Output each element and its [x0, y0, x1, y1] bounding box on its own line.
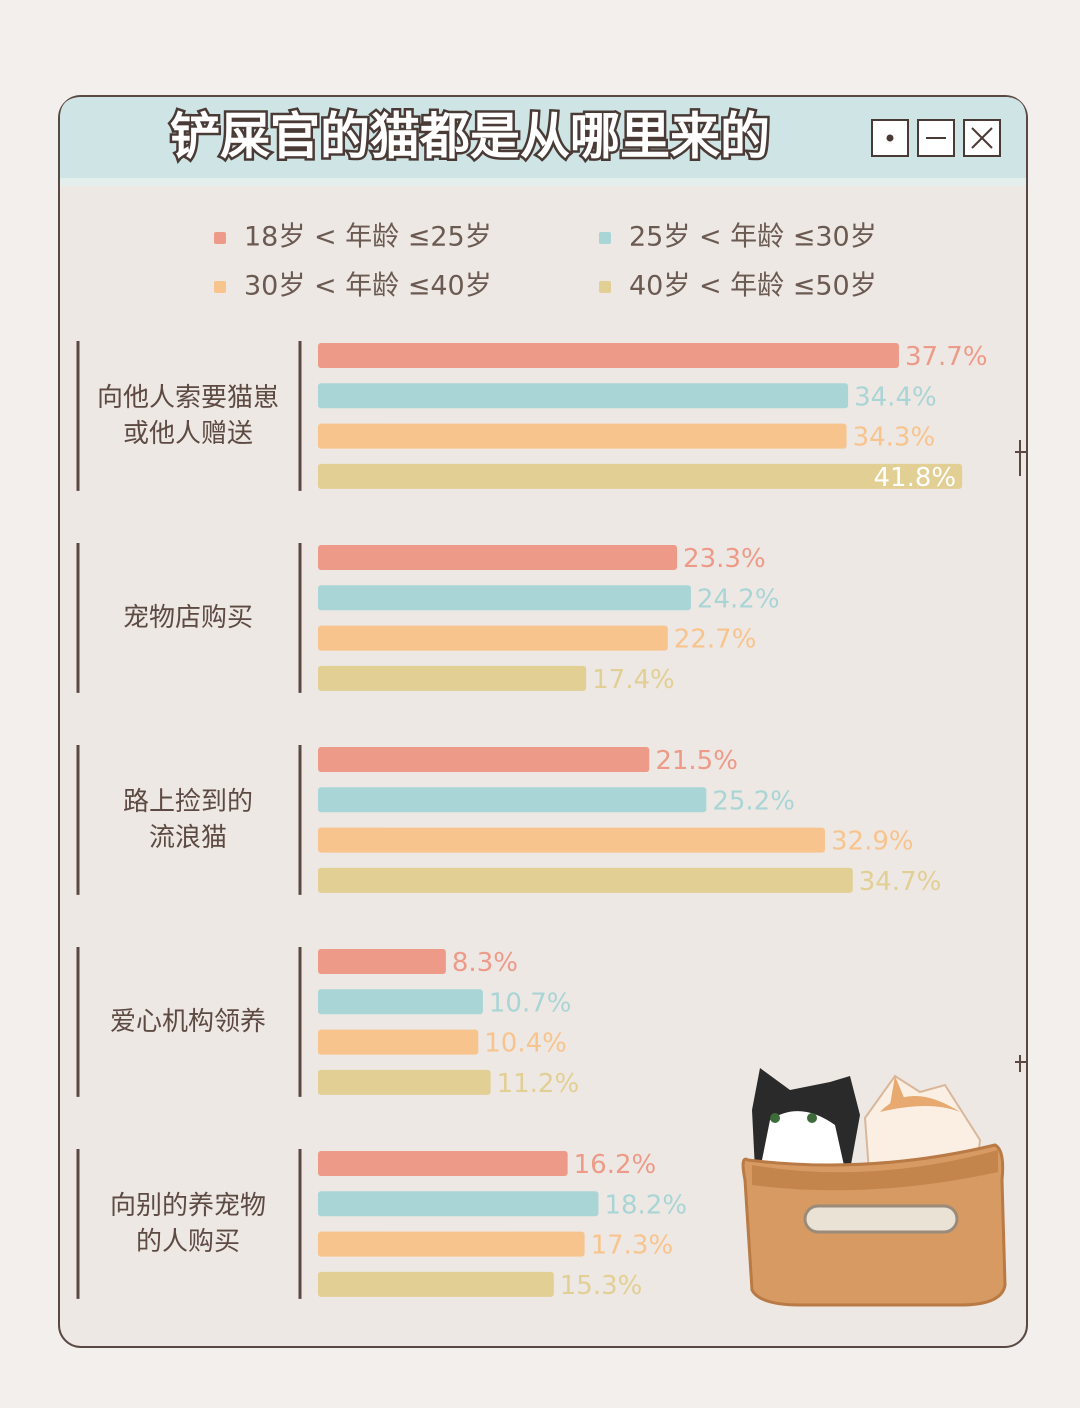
- value-label: 15.3%: [560, 1271, 643, 1301]
- value-label: 22.7%: [674, 625, 757, 655]
- value-label: 17.4%: [592, 665, 675, 695]
- close-icon: [971, 127, 993, 149]
- value-label: 8.3%: [452, 948, 518, 978]
- value-label: 17.3%: [591, 1231, 674, 1261]
- value-label: 18.2%: [604, 1190, 687, 1220]
- value-label: 11.2%: [497, 1069, 580, 1099]
- value-label: 24.2%: [697, 584, 780, 614]
- legend-swatch: [599, 232, 611, 244]
- legend-swatch: [214, 232, 226, 244]
- bar: [318, 383, 849, 409]
- bar: [318, 1069, 491, 1095]
- legend-label: 25岁 < 年龄 ≤30岁: [629, 222, 877, 253]
- bar: [318, 747, 650, 772]
- category-label: 路上捡到的 流浪猫: [122, 786, 253, 853]
- bar: [318, 665, 587, 691]
- legend-label: 30岁 < 年龄 ≤40岁: [244, 271, 492, 302]
- value-label: 34.7%: [859, 867, 942, 897]
- legend-label: 18岁 < 年龄 ≤25岁: [244, 222, 492, 253]
- legend-swatch: [214, 281, 226, 293]
- category-label: 向别的养宠物 的人购买: [109, 1190, 266, 1257]
- value-label: 34.4%: [854, 382, 937, 412]
- value-label: 21.5%: [655, 746, 738, 776]
- category-label: 爱心机构领养: [109, 1006, 266, 1037]
- bar: [318, 545, 678, 570]
- value-label: 34.3%: [853, 423, 936, 453]
- bar: [318, 827, 825, 853]
- legend-swatch: [599, 281, 611, 293]
- value-label: 25.2%: [712, 786, 795, 816]
- bar: [318, 949, 446, 974]
- value-label: 10.7%: [489, 988, 572, 1018]
- value-label: 32.9%: [831, 827, 914, 857]
- chart-title: 铲屎官的猫都是从哪里来的: [170, 108, 770, 166]
- value-label: 16.2%: [574, 1150, 657, 1180]
- bar: [318, 423, 847, 449]
- side-ticks: [1015, 440, 1027, 1072]
- legend-label: 40岁 < 年龄 ≤50岁: [629, 271, 877, 302]
- value-label: 23.3%: [683, 544, 766, 574]
- bar: [318, 1271, 554, 1297]
- bar: [318, 585, 691, 611]
- bar: [318, 1231, 585, 1257]
- bar: [318, 787, 707, 813]
- category-label: 向他人索要猫崽 或他人赠送: [96, 382, 279, 449]
- header-strip: [60, 178, 1026, 186]
- bar: [318, 1151, 568, 1176]
- window-header: [60, 97, 1026, 178]
- bar: [318, 625, 668, 651]
- window-buttons[interactable]: [871, 119, 1001, 157]
- value-label: 37.7%: [905, 342, 988, 372]
- bar: [318, 463, 963, 489]
- category-label: 宠物店购买: [122, 602, 253, 633]
- bar: [318, 867, 853, 893]
- bar: [318, 1191, 599, 1217]
- bar: [318, 1029, 479, 1055]
- cat-illustration: [741, 1068, 1007, 1307]
- value-label: 10.4%: [484, 1029, 567, 1059]
- value-label: 41.8%: [874, 463, 957, 493]
- bar: [318, 989, 483, 1015]
- bar: [318, 343, 899, 368]
- dot-icon: [886, 134, 894, 142]
